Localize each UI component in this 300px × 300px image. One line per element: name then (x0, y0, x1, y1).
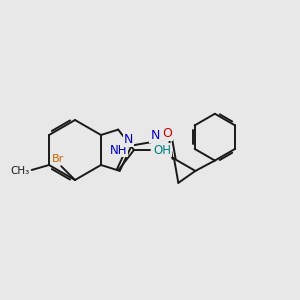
Text: N: N (150, 129, 160, 142)
Text: Br: Br (52, 154, 64, 164)
Text: N: N (124, 133, 133, 146)
Text: OH: OH (153, 143, 171, 157)
Text: O: O (162, 127, 172, 140)
Text: CH₃: CH₃ (10, 166, 29, 176)
Text: NH: NH (110, 143, 127, 157)
